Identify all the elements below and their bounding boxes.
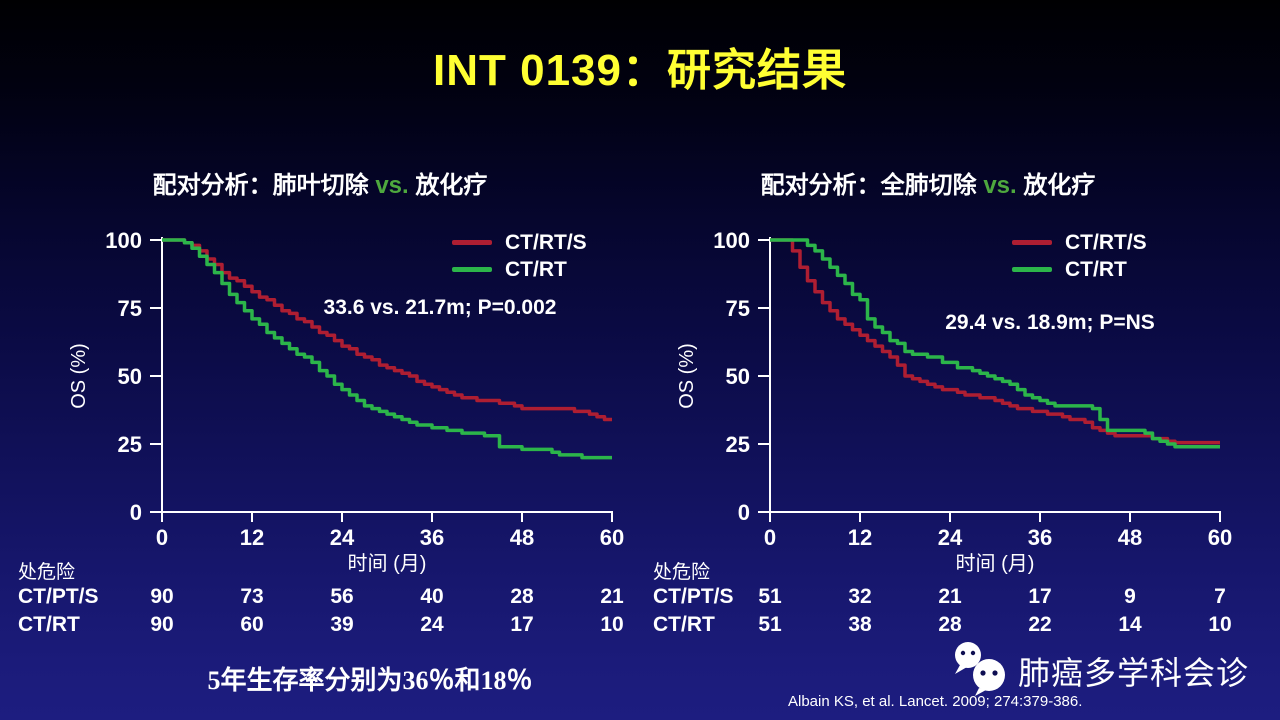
- at-risk-value: 60: [240, 613, 264, 636]
- watermark: 肺癌多学科会诊: [950, 640, 1249, 698]
- at-risk-row-label: CT/RT: [18, 613, 80, 636]
- at-risk-value: 51: [758, 585, 782, 608]
- y-tick-label: 75: [118, 296, 142, 321]
- left-subtitle-vs: vs.: [375, 172, 409, 199]
- km-chart-lobectomy: 100 75 50 25 00 12 24 36 48 60 时间 (月) OS (%): [68, 228, 624, 575]
- x-tick-label: 24: [938, 525, 963, 550]
- at-risk-value: 90: [150, 585, 174, 608]
- y-tick-label: 0: [130, 500, 142, 525]
- slide-title: INT 0139：研究结果: [433, 46, 847, 95]
- legend-swatch-red: [452, 240, 492, 245]
- five-year-survival-summary: 5年生存率分别为36％和18％: [207, 666, 533, 695]
- y-tick-label: 25: [726, 432, 750, 457]
- x-tick-label: 12: [848, 525, 872, 550]
- y-tick-label: 50: [118, 364, 142, 389]
- at-risk-value: 40: [420, 585, 444, 608]
- x-tick-label: 36: [420, 525, 444, 550]
- at-risk-value: 51: [758, 613, 782, 636]
- legend-swatch-green: [452, 267, 492, 272]
- x-tick-label: 12: [240, 525, 264, 550]
- at-risk-value: 24: [420, 613, 444, 636]
- right-subtitle-vs: vs.: [983, 172, 1017, 199]
- at-risk-value: 56: [330, 585, 354, 608]
- x-tick-label: 48: [1118, 525, 1142, 550]
- right-subtitle-post: 放化疗: [1016, 172, 1096, 199]
- y-tick-label: 50: [726, 364, 750, 389]
- at-risk-value: 38: [848, 613, 872, 636]
- at-risk-value: 21: [938, 585, 962, 608]
- x-tick-label: 48: [510, 525, 534, 550]
- x-tick-label: 24: [330, 525, 355, 550]
- at-risk-value: 28: [510, 585, 534, 608]
- y-tick-label: 100: [713, 228, 750, 253]
- km-curve-ct-rt-s: [162, 238, 612, 422]
- y-tick-label: 75: [726, 296, 750, 321]
- at-risk-row-label: CT/PT/S: [653, 585, 734, 608]
- watermark-text: 肺癌多学科会诊: [1018, 655, 1250, 691]
- x-tick-label: 0: [764, 525, 776, 550]
- at-risk-header: 处危险: [18, 562, 76, 583]
- y-tick-label: 0: [738, 500, 750, 525]
- km-curve-ct-rt: [162, 238, 612, 460]
- left-legend: CT/RT/S CT/RT: [452, 229, 587, 283]
- at-risk-value: 28: [938, 613, 962, 636]
- at-risk-value: 22: [1028, 613, 1052, 636]
- right-median-annotation: 29.4 vs. 18.9m; P=NS: [945, 311, 1155, 334]
- at-risk-value: 17: [1028, 585, 1052, 608]
- legend-label-ct-rt-s: CT/RT/S: [505, 230, 587, 254]
- y-axis-title: OS (%): [676, 343, 698, 409]
- left-median-annotation: 33.6 vs. 21.7m; P=0.002: [323, 296, 557, 319]
- legend-item-ct-rt: CT/RT: [1012, 256, 1147, 283]
- legend-label-ct-rt-s: CT/RT/S: [1065, 230, 1147, 254]
- left-subtitle-post: 放化疗: [408, 172, 488, 199]
- x-axis-title: 时间 (月): [956, 552, 1035, 575]
- right-subtitle-pre: 配对分析：全肺切除: [760, 172, 984, 199]
- at-risk-value: 73: [240, 585, 264, 608]
- at-risk-value: 17: [510, 613, 534, 636]
- at-risk-value: 32: [848, 585, 872, 608]
- at-risk-value: 10: [1208, 613, 1232, 636]
- legend-item-ct-rt-s: CT/RT/S: [1012, 229, 1147, 256]
- wechat-icon: [955, 642, 1005, 696]
- left-chart-subtitle: 配对分析：肺叶切除 vs. 放化疗: [32, 165, 608, 200]
- x-axis-title: 时间 (月): [348, 552, 427, 575]
- x-tick-label: 0: [156, 525, 168, 550]
- y-tick-label: 100: [105, 228, 142, 253]
- legend-label-ct-rt: CT/RT: [1065, 257, 1127, 281]
- right-legend: CT/RT/S CT/RT: [1012, 229, 1147, 283]
- at-risk-value: 39: [330, 613, 354, 636]
- at-risk-value: 90: [150, 613, 174, 636]
- x-tick-label: 60: [600, 525, 624, 550]
- legend-swatch-red: [1012, 240, 1052, 245]
- y-axis-title: OS (%): [68, 343, 90, 409]
- citation: Albain KS, et al. Lancet. 2009; 274:379-…: [788, 693, 1083, 710]
- km-chart-pneumonectomy: 100 75 50 25 00 12 24 36 48 60 时间 (月) OS (%): [676, 228, 1232, 575]
- legend-item-ct-rt: CT/RT: [452, 256, 587, 283]
- x-tick-label: 60: [1208, 525, 1232, 550]
- legend-label-ct-rt: CT/RT: [505, 257, 567, 281]
- km-curve-ct-rt-s: [770, 238, 1220, 445]
- legend-item-ct-rt-s: CT/RT/S: [452, 229, 587, 256]
- legend-swatch-green: [1012, 267, 1052, 272]
- x-tick-label: 36: [1028, 525, 1052, 550]
- at-risk-value: 7: [1214, 585, 1226, 608]
- at-risk-value: 9: [1124, 585, 1136, 608]
- at-risk-row-label: CT/RT: [653, 613, 715, 636]
- km-curve-ct-rt: [770, 238, 1220, 449]
- at-risk-value: 21: [600, 585, 624, 608]
- y-tick-label: 25: [118, 432, 142, 457]
- at-risk-value: 10: [600, 613, 624, 636]
- right-chart-subtitle: 配对分析：全肺切除 vs. 放化疗: [640, 165, 1216, 200]
- at-risk-value: 14: [1118, 613, 1142, 636]
- at-risk-header: 处危险: [653, 562, 711, 583]
- left-subtitle-pre: 配对分析：肺叶切除: [152, 172, 376, 199]
- at-risk-row-label: CT/PT/S: [18, 585, 99, 608]
